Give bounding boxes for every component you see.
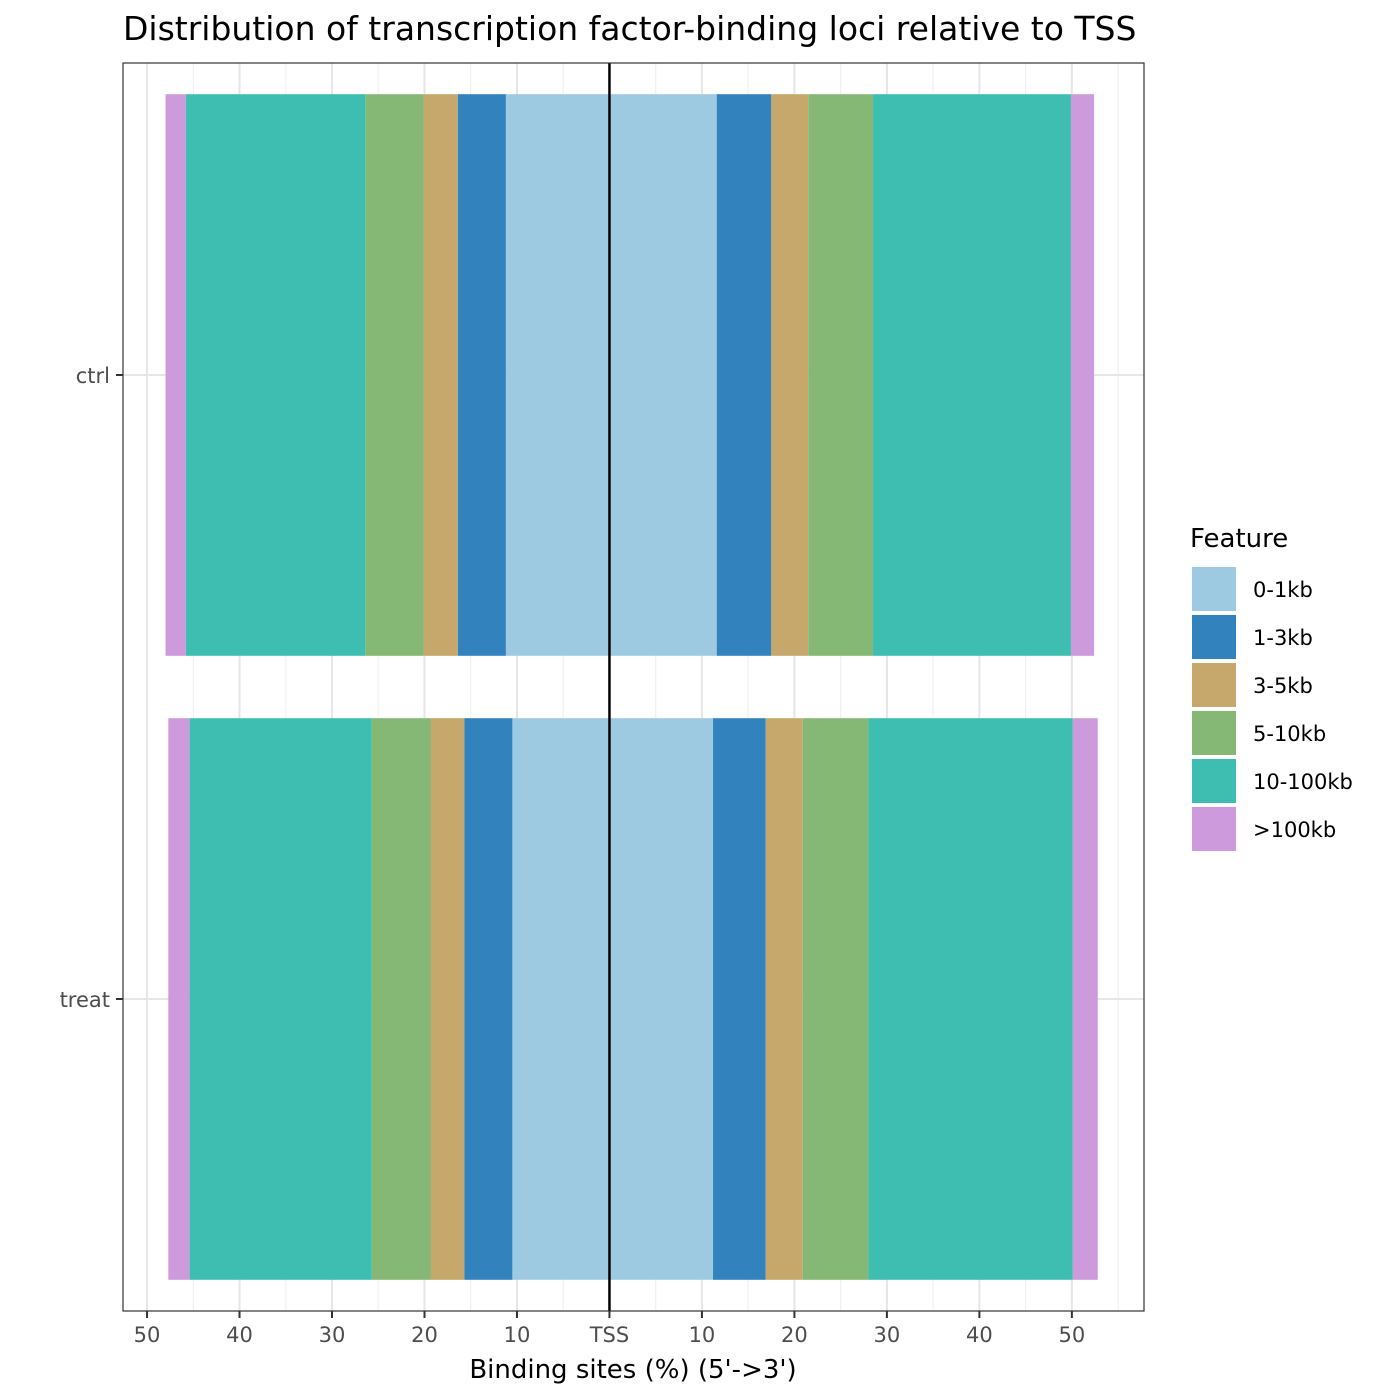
x-tick-label: 30 — [319, 1323, 346, 1347]
bar-segment-treat-downstream-1-3kb — [713, 718, 766, 1280]
legend-label: 3-5kb — [1253, 674, 1313, 698]
bar-segment-ctrl-downstream-10-100kb — [873, 94, 1071, 656]
bar-segment-treat-downstream-3-5kb — [765, 718, 803, 1280]
legend-title: Feature — [1190, 524, 1288, 554]
legend-label: 10-100kb — [1253, 770, 1353, 794]
bar-segment-treat-upstream-1-3kb — [464, 718, 513, 1280]
bar-segment-treat-upstream-5-10kb — [371, 718, 431, 1280]
legend-key-3-5kb — [1192, 663, 1236, 707]
bar-segment-treat-upstream->100kb — [168, 718, 190, 1280]
bar-segment-treat-downstream-5-10kb — [802, 718, 869, 1280]
plot-panel-border — [122, 62, 1145, 1312]
bar-segment-treat-upstream-10-100kb — [189, 718, 372, 1280]
x-tick-label: 40 — [966, 1323, 993, 1347]
bar-segment-ctrl-downstream-1-3kb — [716, 94, 772, 656]
x-tick-label: 30 — [874, 1323, 901, 1347]
x-axis: 50 40 30 20 10 TSS 10 20 30 40 50 — [134, 1311, 1085, 1347]
bar-segment-ctrl-upstream-10-100kb — [185, 94, 366, 656]
bar-segment-ctrl-upstream->100kb — [165, 94, 186, 656]
bar-segment-ctrl-downstream-5-10kb — [808, 94, 874, 656]
legend-label: 0-1kb — [1253, 578, 1313, 602]
legend-key-5-10kb — [1192, 711, 1236, 755]
bar-segment-ctrl-downstream->100kb — [1070, 94, 1095, 656]
chart-title: Distribution of transcription factor-bin… — [123, 9, 1136, 48]
legend-key-1-3kb — [1192, 615, 1236, 659]
y-tick-label-ctrl: ctrl — [76, 364, 110, 388]
y-tick-label-treat: treat — [60, 988, 110, 1012]
x-tick-label: 20 — [411, 1323, 438, 1347]
bar-segments — [165, 94, 1098, 1280]
x-tick-label: 10 — [689, 1323, 716, 1347]
legend: Feature 0-1kb 1-3kb 3-5kb 5-10kb 10-100kb >10… — [1190, 524, 1353, 851]
bar-segment-treat-upstream-3-5kb — [430, 718, 465, 1280]
bar-segment-treat-downstream-10-100kb — [868, 718, 1073, 1280]
legend-key-0-1kb — [1192, 567, 1236, 611]
legend-label: 1-3kb — [1253, 626, 1313, 650]
bar-segment-ctrl-downstream-3-5kb — [771, 94, 809, 656]
legend-label: >100kb — [1253, 818, 1336, 842]
bar-segment-treat-upstream-0-1kb — [512, 718, 610, 1280]
x-tick-label: 50 — [134, 1323, 161, 1347]
bar-segment-treat-downstream->100kb — [1072, 718, 1098, 1280]
legend-key->100kb — [1192, 807, 1236, 851]
y-axis: ctrl treat — [60, 364, 123, 1012]
bar-segment-ctrl-downstream-0-1kb — [609, 94, 717, 656]
bar-segment-treat-downstream-0-1kb — [609, 718, 714, 1280]
x-tick-label: 10 — [504, 1323, 531, 1347]
legend-items: 0-1kb 1-3kb 3-5kb 5-10kb 10-100kb >100kb — [1192, 567, 1353, 851]
legend-label: 5-10kb — [1253, 722, 1326, 746]
bar-segment-ctrl-upstream-0-1kb — [505, 94, 610, 656]
x-axis-title: Binding sites (%) (5'->3') — [469, 1355, 796, 1385]
bar-segment-ctrl-upstream-3-5kb — [423, 94, 458, 656]
x-tick-label: 20 — [781, 1323, 808, 1347]
x-tick-label: TSS — [589, 1323, 630, 1347]
bar-segment-ctrl-upstream-5-10kb — [365, 94, 424, 656]
legend-key-10-100kb — [1192, 759, 1236, 803]
x-tick-label: 40 — [226, 1323, 253, 1347]
x-tick-label: 50 — [1058, 1323, 1085, 1347]
bar-segment-ctrl-upstream-1-3kb — [457, 94, 506, 656]
